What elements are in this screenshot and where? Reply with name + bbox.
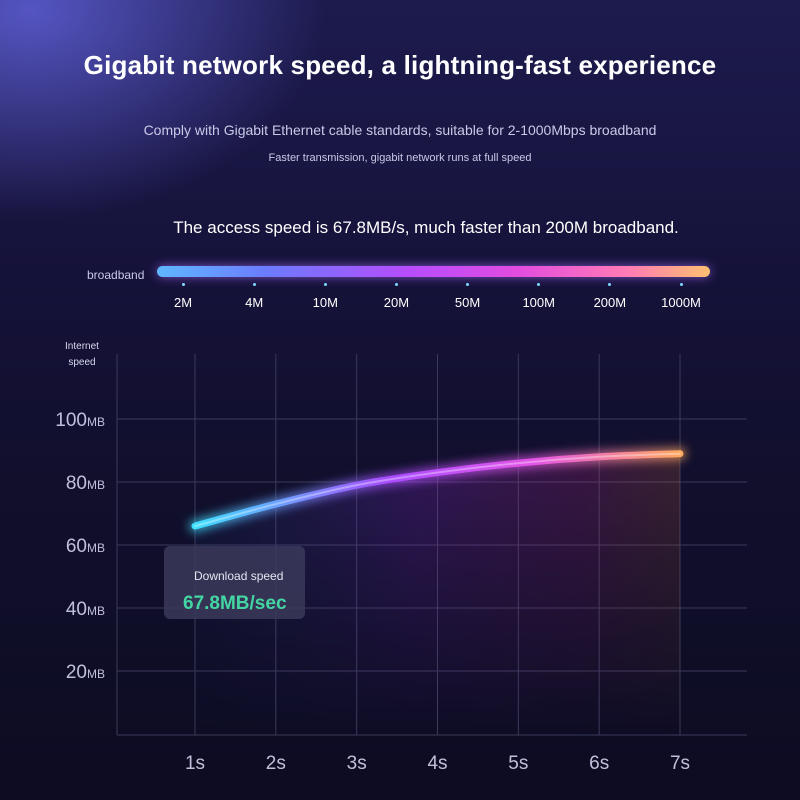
y-tick-label: 80MB — [66, 473, 105, 494]
broadband-tick-label: 1000M — [661, 295, 701, 310]
y-axis-title-line1: Internet — [65, 341, 99, 352]
broadband-label: broadband — [87, 268, 145, 282]
subtitle-secondary: Faster transmission, gigabit network run… — [268, 152, 532, 164]
y-tick-label: 40MB — [66, 599, 105, 620]
broadband-tick-dot — [394, 283, 398, 286]
data-point — [436, 471, 440, 475]
y-axis-title-line2: speed — [68, 357, 95, 368]
broadband-tick-label: 20M — [383, 295, 410, 310]
series-line — [191, 450, 684, 530]
speed-headline: The access speed is 67.8MB/s, much faste… — [173, 218, 679, 237]
broadband-tick-dot — [608, 283, 612, 286]
y-tick-label: 100MB — [55, 410, 105, 431]
data-point — [193, 524, 197, 528]
area-fill — [195, 453, 680, 735]
x-tick-label: 7s — [670, 753, 690, 774]
tooltip-value: 67.8MB/sec — [183, 593, 287, 614]
broadband-tick-dot — [537, 283, 541, 286]
broadband-tick-dot — [466, 283, 470, 286]
data-point — [274, 502, 278, 506]
broadband-tick-label: 50M — [454, 295, 481, 310]
data-point — [355, 483, 359, 487]
x-tick-label: 1s — [185, 753, 205, 774]
broadband-tick-label: 200M — [593, 295, 627, 310]
x-tick-label: 4s — [427, 753, 447, 774]
broadband-tick-dot — [181, 283, 185, 286]
x-axis-labels: 1s 2s 3s 4s 5s 6s 7s — [185, 753, 690, 774]
data-point — [597, 455, 601, 459]
x-tick-label: 2s — [266, 753, 286, 774]
page-title: Gigabit network speed, a lightning-fast … — [83, 50, 717, 80]
x-tick-label: 6s — [589, 753, 609, 774]
x-tick-label: 3s — [347, 753, 367, 774]
tooltip-label: Download speed — [194, 569, 284, 583]
x-tick-label: 5s — [508, 753, 528, 774]
broadband-tick-label: 10M — [312, 295, 338, 310]
download-speed-tooltip — [164, 546, 305, 619]
data-point — [516, 461, 520, 465]
y-tick-label: 20MB — [66, 662, 105, 683]
broadband-tick-dot — [679, 283, 683, 286]
broadband-tick-label: 100M — [522, 295, 555, 310]
broadband-tick-dot — [323, 283, 327, 286]
broadband-tick-label: 4M — [245, 295, 264, 310]
broadband-tick-dot — [252, 283, 256, 286]
series-line-highlight — [194, 452, 681, 528]
broadband-gradient-bar — [157, 266, 710, 277]
subtitle: Comply with Gigabit Ethernet cable stand… — [143, 122, 657, 138]
data-point — [678, 452, 682, 456]
broadband-tick-label: 2M — [173, 295, 193, 310]
y-axis-labels: 100MB 80MB 60MB 40MB 20MB — [55, 410, 105, 683]
y-tick-label: 60MB — [66, 536, 105, 557]
